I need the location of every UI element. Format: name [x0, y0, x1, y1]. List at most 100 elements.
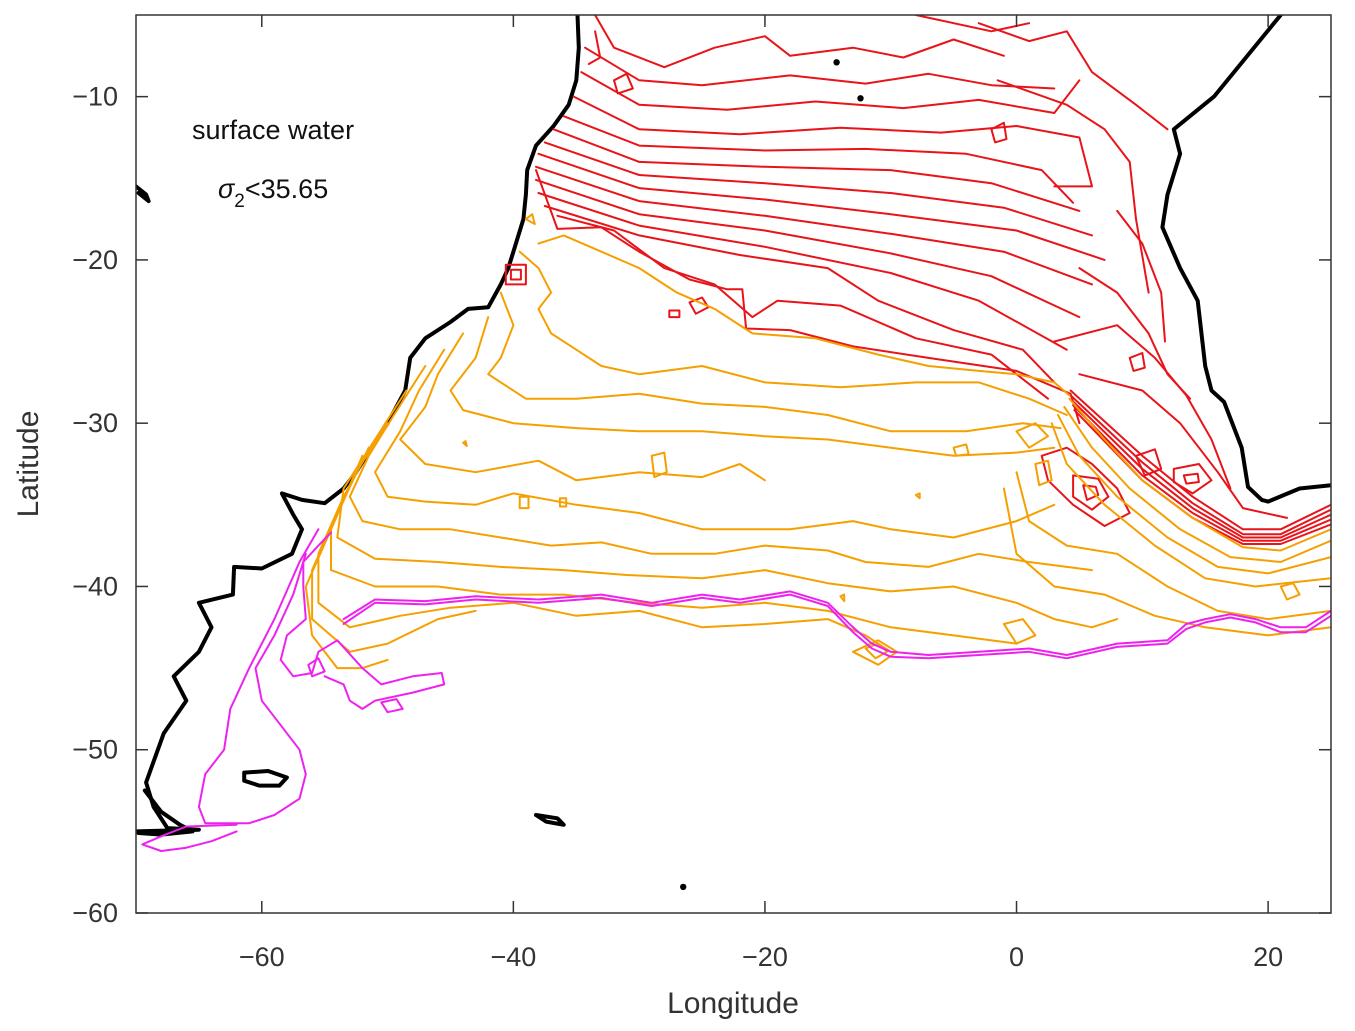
coast-line-3 [242, 769, 289, 788]
red-line-28 [504, 263, 527, 286]
red-line-7 [537, 152, 1106, 261]
plot-frame [135, 14, 1332, 914]
red-line-32 [1072, 474, 1110, 511]
red-line-12 [556, 214, 1049, 400]
orange-line-16 [1050, 422, 1331, 588]
y-tick-label: −30 [72, 408, 118, 438]
red-line-21 [1078, 267, 1192, 400]
red-line-22 [1116, 209, 1166, 343]
red-line-29 [688, 296, 710, 315]
orange-line-31 [839, 593, 846, 603]
y-tick-label: −50 [72, 735, 118, 765]
orange-line-3 [487, 291, 1062, 433]
red-line-14 [1069, 389, 1331, 531]
red-line-31 [1040, 446, 1131, 527]
red-line-25 [977, 22, 1169, 131]
red-line-0 [594, 15, 1005, 69]
axes-layer [135, 14, 1332, 914]
red-line-38 [990, 121, 1008, 144]
red-line-11 [543, 205, 1056, 384]
coast-line-4 [534, 813, 566, 827]
red-line-6 [543, 141, 1093, 237]
red-line-30 [668, 309, 681, 319]
orange-line-15 [1057, 414, 1331, 575]
orange-line-14 [1063, 405, 1331, 563]
orange-line-0 [524, 213, 536, 225]
orange-line-10 [317, 438, 892, 653]
orange-line-8 [336, 389, 1119, 629]
red-line-5 [552, 128, 1081, 212]
legend-annotation: surface water σ2<35.65 [192, 115, 354, 212]
magenta-line-1 [342, 590, 1331, 656]
x-axis-ticks: −60 −40 −20 0 20 [239, 15, 1283, 972]
magenta-line-4 [141, 823, 238, 852]
magenta-line-6 [307, 657, 326, 678]
x-axis-title: Longitude [667, 987, 799, 1020]
coast-line-2 [136, 788, 195, 837]
magenta-line-5 [380, 698, 404, 714]
red-line-27 [509, 268, 522, 281]
red-line-39 [613, 72, 634, 95]
y-tick-label: −60 [72, 898, 118, 928]
orange-line-5 [399, 332, 766, 482]
x-tick-label: −40 [490, 942, 536, 972]
red-line-35 [1182, 472, 1200, 485]
island-dot-2 [857, 95, 864, 102]
red-line-9 [535, 178, 1081, 319]
orange-line-23 [952, 443, 970, 457]
orange-line-27 [1002, 618, 1037, 645]
orange-line-7 [348, 365, 1093, 572]
red-line-10 [537, 192, 1068, 351]
y-axis-ticks: −10 −20 −30 −40 −50 −60 [72, 82, 1331, 928]
red-line-37 [1128, 352, 1146, 372]
red-line-13 [535, 169, 1081, 425]
orange-line-19 [462, 440, 468, 447]
orange-line-21 [558, 497, 568, 508]
red-line-1 [584, 46, 1056, 90]
orange-line-2 [518, 250, 1068, 416]
magenta-line-3 [197, 528, 320, 825]
y-tick-label: −10 [72, 82, 118, 112]
magenta-line-0 [279, 531, 446, 710]
red-contours [504, 15, 1331, 545]
orange-line-18 [1002, 487, 1331, 637]
annotation-surface-water: surface water [192, 115, 354, 145]
red-line-3 [572, 95, 1093, 188]
red-line-36 [1135, 448, 1163, 477]
x-tick-label: −60 [239, 942, 285, 972]
island-dot-0 [833, 59, 840, 66]
x-tick-label: 0 [1009, 942, 1024, 972]
orange-line-1 [537, 234, 1071, 397]
y-axis-title: Latitude [12, 411, 45, 518]
island-dot-1 [680, 883, 687, 891]
x-tick-label: 20 [1253, 942, 1283, 972]
annotation-sigma: σ [218, 174, 236, 204]
coast-line-1 [1160, 15, 1331, 504]
orange-line-9 [330, 422, 1018, 645]
orange-line-26 [1034, 459, 1053, 487]
red-line-8 [535, 165, 1093, 286]
red-line-17 [1072, 404, 1331, 542]
red-line-34 [1172, 463, 1213, 495]
orange-line-13 [1068, 397, 1331, 552]
coast-line-5 [136, 184, 151, 204]
annotation-sigma-subscript: 2 [234, 191, 245, 212]
red-line-4 [562, 115, 1075, 204]
orange-line-22 [650, 451, 668, 479]
plot-data-layer [136, 15, 1331, 891]
red-line-2 [580, 71, 1081, 114]
orange-line-4 [449, 316, 1056, 457]
red-line-19 [1078, 373, 1288, 519]
x-tick-label: −20 [742, 942, 788, 972]
annotation-density-value: <35.65 [245, 174, 328, 204]
orange-line-17 [1015, 471, 1331, 621]
red-line-15 [1069, 394, 1331, 536]
orange-line-20 [518, 495, 530, 510]
magenta-line-2 [342, 593, 1331, 660]
annotation-density-criterion: σ2<35.65 [218, 174, 328, 212]
red-line-33 [1082, 484, 1100, 501]
red-line-26 [587, 30, 602, 65]
red-line-16 [1070, 399, 1331, 539]
